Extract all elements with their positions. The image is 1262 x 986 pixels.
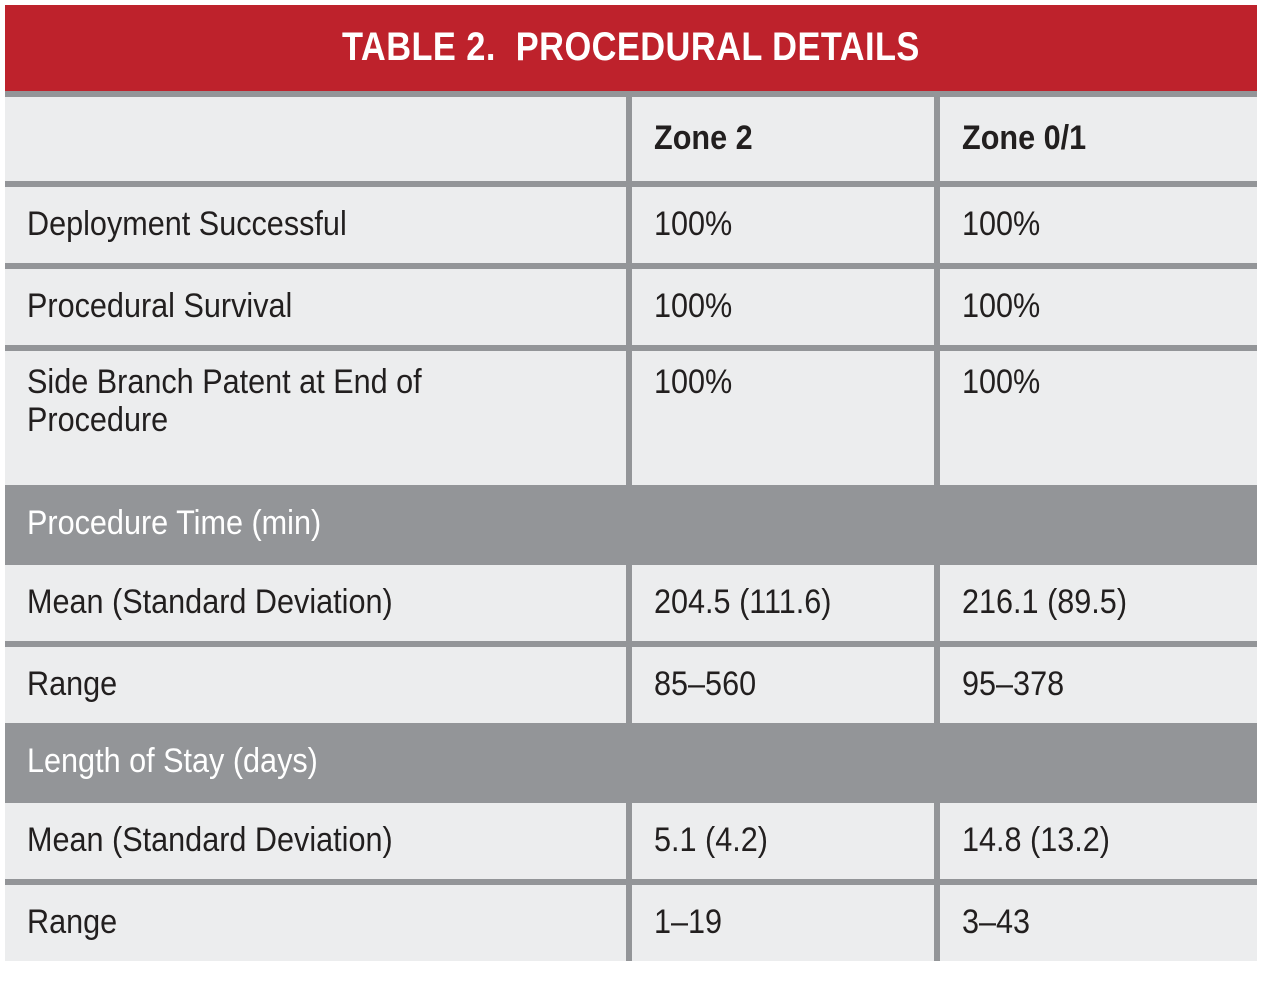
row-value-zone2: 100% bbox=[632, 351, 934, 485]
column-header-zone2: Zone 2 bbox=[632, 97, 934, 181]
row-value-zone2: 100% bbox=[632, 187, 934, 263]
table-row: Procedural Survival 100% 100% bbox=[5, 269, 1257, 345]
row-label: Range bbox=[5, 885, 626, 961]
row-value-zone01: 14.8 (13.2) bbox=[940, 803, 1257, 879]
table-title-bar: TABLE 2. PROCEDURAL DETAILS bbox=[5, 5, 1257, 91]
section-header-length-of-stay: Length of Stay (days) bbox=[5, 729, 1257, 797]
row-label: Procedural Survival bbox=[5, 269, 626, 345]
column-header-label bbox=[5, 97, 626, 181]
row-value-zone01: 216.1 (89.5) bbox=[940, 565, 1257, 641]
row-value-zone2: 5.1 (4.2) bbox=[632, 803, 934, 879]
table-row: Side Branch Patent at End of Procedure 1… bbox=[5, 351, 1257, 485]
row-label: Range bbox=[5, 647, 626, 723]
table-row: Range 1–19 3–43 bbox=[5, 885, 1257, 961]
row-value-zone01: 100% bbox=[940, 187, 1257, 263]
section-header-procedure-time: Procedure Time (min) bbox=[5, 491, 1257, 559]
row-label: Mean (Standard Deviation) bbox=[5, 565, 626, 641]
table-row: Mean (Standard Deviation) 5.1 (4.2) 14.8… bbox=[5, 803, 1257, 879]
table-row: Mean (Standard Deviation) 204.5 (111.6) … bbox=[5, 565, 1257, 641]
row-value-zone01: 3–43 bbox=[940, 885, 1257, 961]
row-value-zone2: 85–560 bbox=[632, 647, 934, 723]
row-label: Side Branch Patent at End of Procedure bbox=[5, 351, 626, 485]
table-header-row: Zone 2 Zone 0/1 bbox=[5, 97, 1257, 181]
table-row: Range 85–560 95–378 bbox=[5, 647, 1257, 723]
row-label: Mean (Standard Deviation) bbox=[5, 803, 626, 879]
row-value-zone01: 100% bbox=[940, 351, 1257, 485]
page-title: TABLE 2. PROCEDURAL DETAILS bbox=[342, 24, 920, 69]
row-label: Deployment Successful bbox=[5, 187, 626, 263]
row-value-zone01: 100% bbox=[940, 269, 1257, 345]
row-value-zone01: 95–378 bbox=[940, 647, 1257, 723]
column-header-zone01: Zone 0/1 bbox=[940, 97, 1257, 181]
procedural-details-table: TABLE 2. PROCEDURAL DETAILS Zone 2 Zone … bbox=[5, 5, 1257, 961]
table-grid: Zone 2 Zone 0/1 Deployment Successful 10… bbox=[5, 91, 1257, 961]
row-value-zone2: 204.5 (111.6) bbox=[632, 565, 934, 641]
row-value-zone2: 1–19 bbox=[632, 885, 934, 961]
table-row: Deployment Successful 100% 100% bbox=[5, 187, 1257, 263]
row-value-zone2: 100% bbox=[632, 269, 934, 345]
